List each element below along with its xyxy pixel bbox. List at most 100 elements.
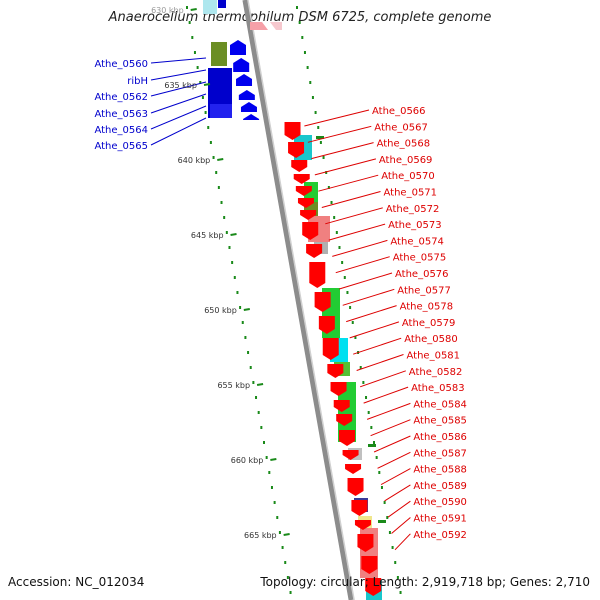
- ruler-dot-right: [394, 561, 397, 564]
- ruler-dot-right: [383, 501, 386, 504]
- olive-feature: [211, 42, 227, 66]
- left-label-leader: [150, 69, 207, 81]
- red-gene-arrow: [347, 478, 364, 496]
- ruler-dot-right: [378, 471, 381, 474]
- red-gene-arrow: [342, 450, 359, 460]
- left-gene-label: Athe_0564: [94, 125, 148, 136]
- ruler-dot-left: [236, 291, 239, 294]
- ruler-dot-right: [365, 396, 368, 399]
- left-gene-label: ribH: [127, 76, 148, 87]
- kbp-tick-label: 635 kbp: [164, 81, 197, 90]
- right-gene-label: Athe_0578: [400, 302, 454, 313]
- right-gene-label: Athe_0566: [372, 106, 426, 117]
- red-gene-arrow: [295, 186, 312, 196]
- right-gene-label: Athe_0588: [413, 465, 467, 476]
- kbp-tick-label: 640 kbp: [178, 156, 211, 165]
- right-gene-label: Athe_0570: [381, 171, 435, 182]
- ruler-dot-left: [239, 306, 242, 309]
- ruler-dot-left: [201, 96, 204, 99]
- right-label-leader: [359, 370, 406, 388]
- blue-gene-arrow: [230, 40, 246, 55]
- left-label-leader: [150, 81, 207, 97]
- ruler-dot-right: [388, 531, 391, 534]
- ruler-dot-left: [217, 186, 220, 189]
- gene-arrows: [230, 40, 382, 596]
- red-gene-arrow: [339, 430, 356, 446]
- backbone-line: [242, 0, 354, 600]
- ruler-dot-left: [262, 441, 265, 444]
- left-gene-label: Athe_0560: [94, 59, 148, 70]
- ruler-dot-right: [372, 441, 375, 444]
- red-gene-arrow: [330, 382, 347, 396]
- right-gene-label: Athe_0572: [386, 204, 440, 215]
- right-label-leader: [394, 533, 411, 551]
- left-label-leader: [150, 105, 207, 130]
- kbp-tick-mark: [190, 8, 197, 11]
- ruler-dot-left: [186, 6, 188, 9]
- right-gene-label: Athe_0571: [384, 188, 438, 199]
- ruler-tick: [378, 520, 386, 523]
- right-gene-label: Athe_0569: [379, 155, 433, 166]
- ruler-dot-right: [309, 81, 312, 84]
- kbp-tick-mark: [243, 308, 250, 311]
- right-label-leader: [377, 451, 411, 469]
- ruler-dot-left: [233, 276, 236, 279]
- right-label-leader: [318, 174, 379, 192]
- right-gene-label: Athe_0580: [404, 334, 458, 345]
- right-gene-label: Athe_0568: [377, 139, 431, 150]
- kbp-tick-mark: [230, 233, 237, 236]
- red-gene-arrow: [300, 210, 317, 220]
- right-label-leader: [363, 386, 409, 404]
- blue-gene-arrow: [236, 74, 253, 86]
- ruler-dot-left: [289, 591, 292, 594]
- red-gene-arrow: [336, 414, 353, 426]
- red-gene-arrow: [309, 262, 326, 288]
- ruler-dot-right: [370, 426, 373, 429]
- ruler-dot-right: [391, 546, 394, 549]
- red-gene-arrow: [302, 222, 319, 240]
- right-label-leader: [387, 500, 411, 518]
- left-gene-label: Athe_0565: [94, 141, 148, 152]
- ruler-dot-left: [241, 321, 244, 324]
- right-label-leader: [353, 337, 402, 355]
- red-gene-arrow: [297, 198, 314, 208]
- ruler-dot-left: [220, 201, 223, 204]
- kbp-tick-label: 650 kbp: [204, 306, 237, 315]
- ruler-dot-right: [322, 156, 325, 159]
- ruler-dot-left: [268, 471, 271, 474]
- ruler-dot-left: [225, 231, 228, 234]
- ruler-dot-left: [255, 396, 258, 399]
- right-label-leader: [321, 191, 381, 208]
- red-gene-arrow: [318, 316, 335, 334]
- ruler-dot-left: [204, 111, 207, 114]
- ruler-tick: [368, 444, 376, 447]
- left-label-leader: [150, 57, 207, 64]
- ruler-dot-right: [399, 591, 402, 594]
- ruler-dot-right: [362, 381, 365, 384]
- red-gene-arrow: [361, 556, 378, 574]
- ruler-dot-right: [346, 291, 349, 294]
- red-gene-arrow: [293, 174, 310, 184]
- genome-backbone: [242, 0, 355, 600]
- right-gene-label: Athe_0567: [374, 122, 428, 133]
- right-gene-label: Athe_0590: [413, 497, 467, 508]
- red-gene-arrow: [333, 400, 350, 412]
- kbp-tick-mark: [256, 383, 264, 386]
- ruler-tick: [316, 136, 324, 139]
- right-label-leader: [311, 142, 374, 160]
- right-label-leader: [328, 223, 386, 241]
- red-gene-arrow: [314, 292, 331, 312]
- ruler-dot-left: [193, 51, 196, 54]
- right-gene-label: Athe_0574: [390, 236, 444, 247]
- ruler-dot-left: [284, 561, 287, 564]
- red-gene-arrow: [345, 464, 362, 474]
- ruler-dot-right: [325, 171, 328, 174]
- ruler-dot-left: [212, 156, 215, 159]
- ruler-dot-right: [396, 576, 399, 579]
- ruler-dot-left: [278, 531, 281, 534]
- right-label-leader: [335, 256, 390, 274]
- left-label-leader: [150, 117, 207, 146]
- right-label-leader: [373, 435, 411, 453]
- ruler-dot-left: [231, 261, 234, 264]
